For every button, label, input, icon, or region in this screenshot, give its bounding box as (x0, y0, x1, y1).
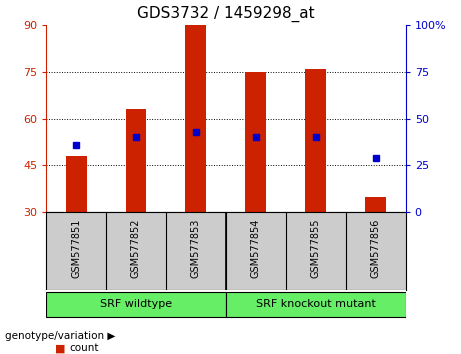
Bar (365, 197, 386, 212)
Bar (46, 292, 226, 317)
Bar (245, 72, 266, 212)
Text: SRF knockout mutant: SRF knockout mutant (256, 299, 376, 309)
Bar (125, 109, 147, 212)
Text: ■: ■ (55, 343, 66, 353)
Bar (226, 292, 406, 317)
Text: GSM577852: GSM577852 (131, 219, 141, 278)
Bar (185, 25, 207, 212)
Text: GSM577856: GSM577856 (371, 219, 381, 278)
Bar (65, 156, 87, 212)
Text: GSM577851: GSM577851 (71, 219, 81, 278)
Text: GSM577853: GSM577853 (191, 219, 201, 278)
Bar (305, 69, 326, 212)
Text: GSM577855: GSM577855 (311, 219, 321, 278)
Text: GSM577854: GSM577854 (251, 219, 261, 278)
Text: genotype/variation ▶: genotype/variation ▶ (5, 331, 115, 341)
Title: GDS3732 / 1459298_at: GDS3732 / 1459298_at (137, 6, 315, 22)
Text: SRF wildtype: SRF wildtype (100, 299, 172, 309)
Text: count: count (69, 343, 99, 353)
